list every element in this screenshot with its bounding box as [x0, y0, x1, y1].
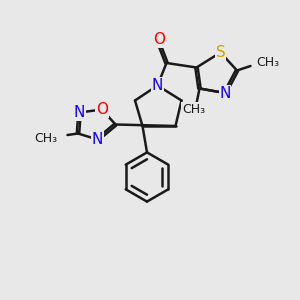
Text: S: S [216, 45, 225, 60]
Text: O: O [96, 102, 108, 117]
Text: CH₃: CH₃ [256, 56, 280, 70]
Text: CH₃: CH₃ [34, 131, 57, 145]
Text: N: N [152, 78, 163, 93]
Text: N: N [92, 132, 103, 147]
Text: N: N [219, 85, 231, 100]
Text: N: N [74, 105, 85, 120]
Text: CH₃: CH₃ [182, 103, 205, 116]
Text: O: O [153, 32, 165, 47]
